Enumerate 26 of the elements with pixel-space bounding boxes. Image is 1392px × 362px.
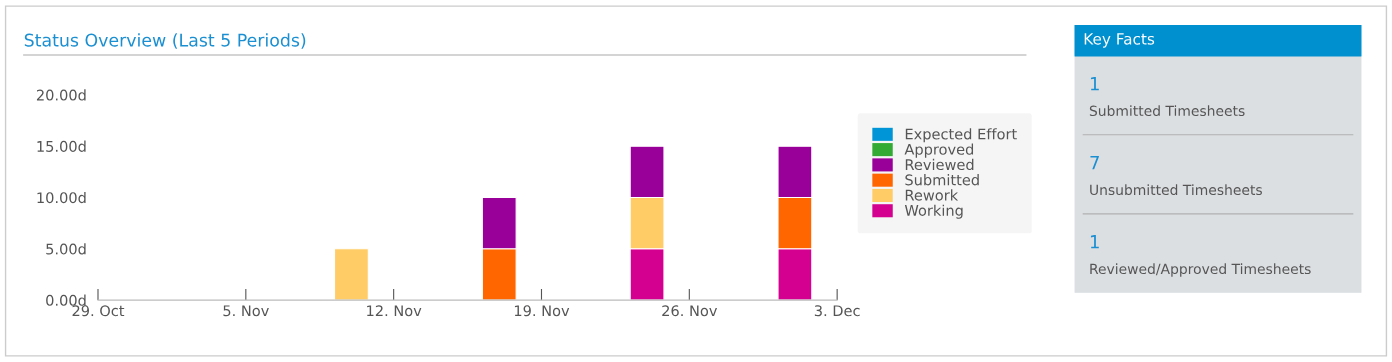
x-tick-label: 5. Nov xyxy=(223,305,269,317)
data-label: 1 xyxy=(1090,77,1099,91)
data-label: 7 xyxy=(1090,156,1099,170)
x-tick-label: 26. Nov xyxy=(662,305,718,317)
category-label: Reviewed/Approved Timesheets xyxy=(1090,263,1311,277)
category-label: Submitted Timesheets xyxy=(1089,105,1245,117)
y-tick-label: 20.00d xyxy=(36,89,86,101)
legend-label: Working xyxy=(904,204,963,219)
legend-label: Reviewed xyxy=(905,158,974,171)
legend-label: Submitted xyxy=(905,174,979,186)
category-label: Unsubmitted Timesheets xyxy=(1090,184,1262,196)
x-tick-label: 12. Nov xyxy=(367,305,422,317)
y-tick-label: 0.00d xyxy=(46,294,86,306)
data-label: 1 xyxy=(1090,235,1099,249)
x-tick-label: 29. Oct xyxy=(72,305,125,317)
y-tick-label: 10.00d xyxy=(37,191,86,204)
y-tick-label: 5.00d xyxy=(46,243,86,255)
legend-label: Expected Effort xyxy=(905,128,1017,143)
text: Key Facts xyxy=(1084,33,1155,48)
x-tick-label: 19. Nov xyxy=(514,305,570,317)
bar xyxy=(333,248,369,301)
legend-label: Rework xyxy=(905,189,959,201)
legend-label: Approved xyxy=(904,143,974,158)
y-tick-label: 15.00d xyxy=(37,140,86,152)
chart-title: Status Overview (Last 5 Periods) xyxy=(24,33,306,49)
x-tick-label: 3. Dec xyxy=(814,305,860,317)
